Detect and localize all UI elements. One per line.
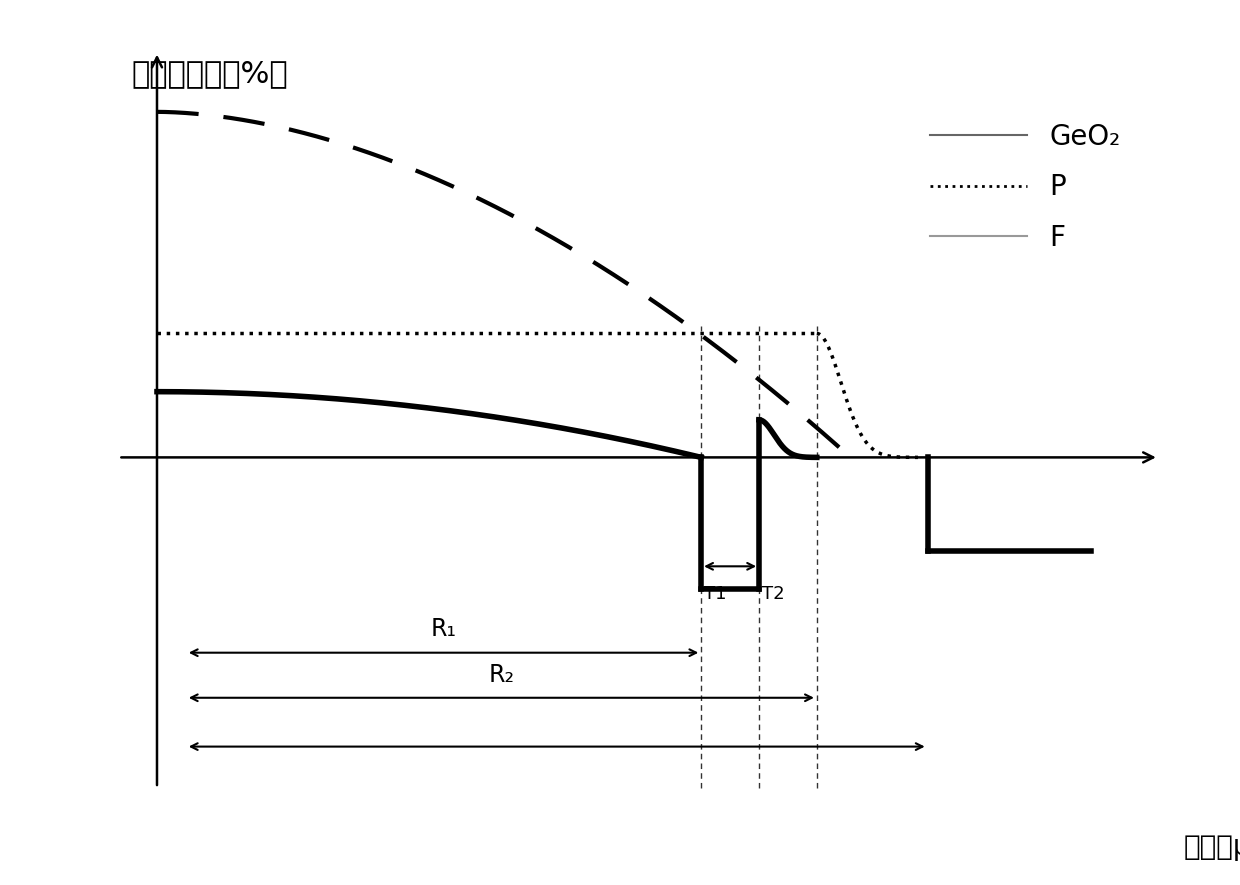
Text: T2: T2 xyxy=(761,585,785,603)
Text: R₁: R₁ xyxy=(430,618,456,642)
Text: T1: T1 xyxy=(704,585,727,603)
Text: R₂: R₂ xyxy=(489,663,515,687)
Text: 半径（μm）: 半径（μm） xyxy=(1183,834,1240,861)
Legend: GeO₂, P, F: GeO₂, P, F xyxy=(919,112,1132,263)
Text: 掺杂贡献量（%）: 掺杂贡献量（%） xyxy=(131,59,288,88)
